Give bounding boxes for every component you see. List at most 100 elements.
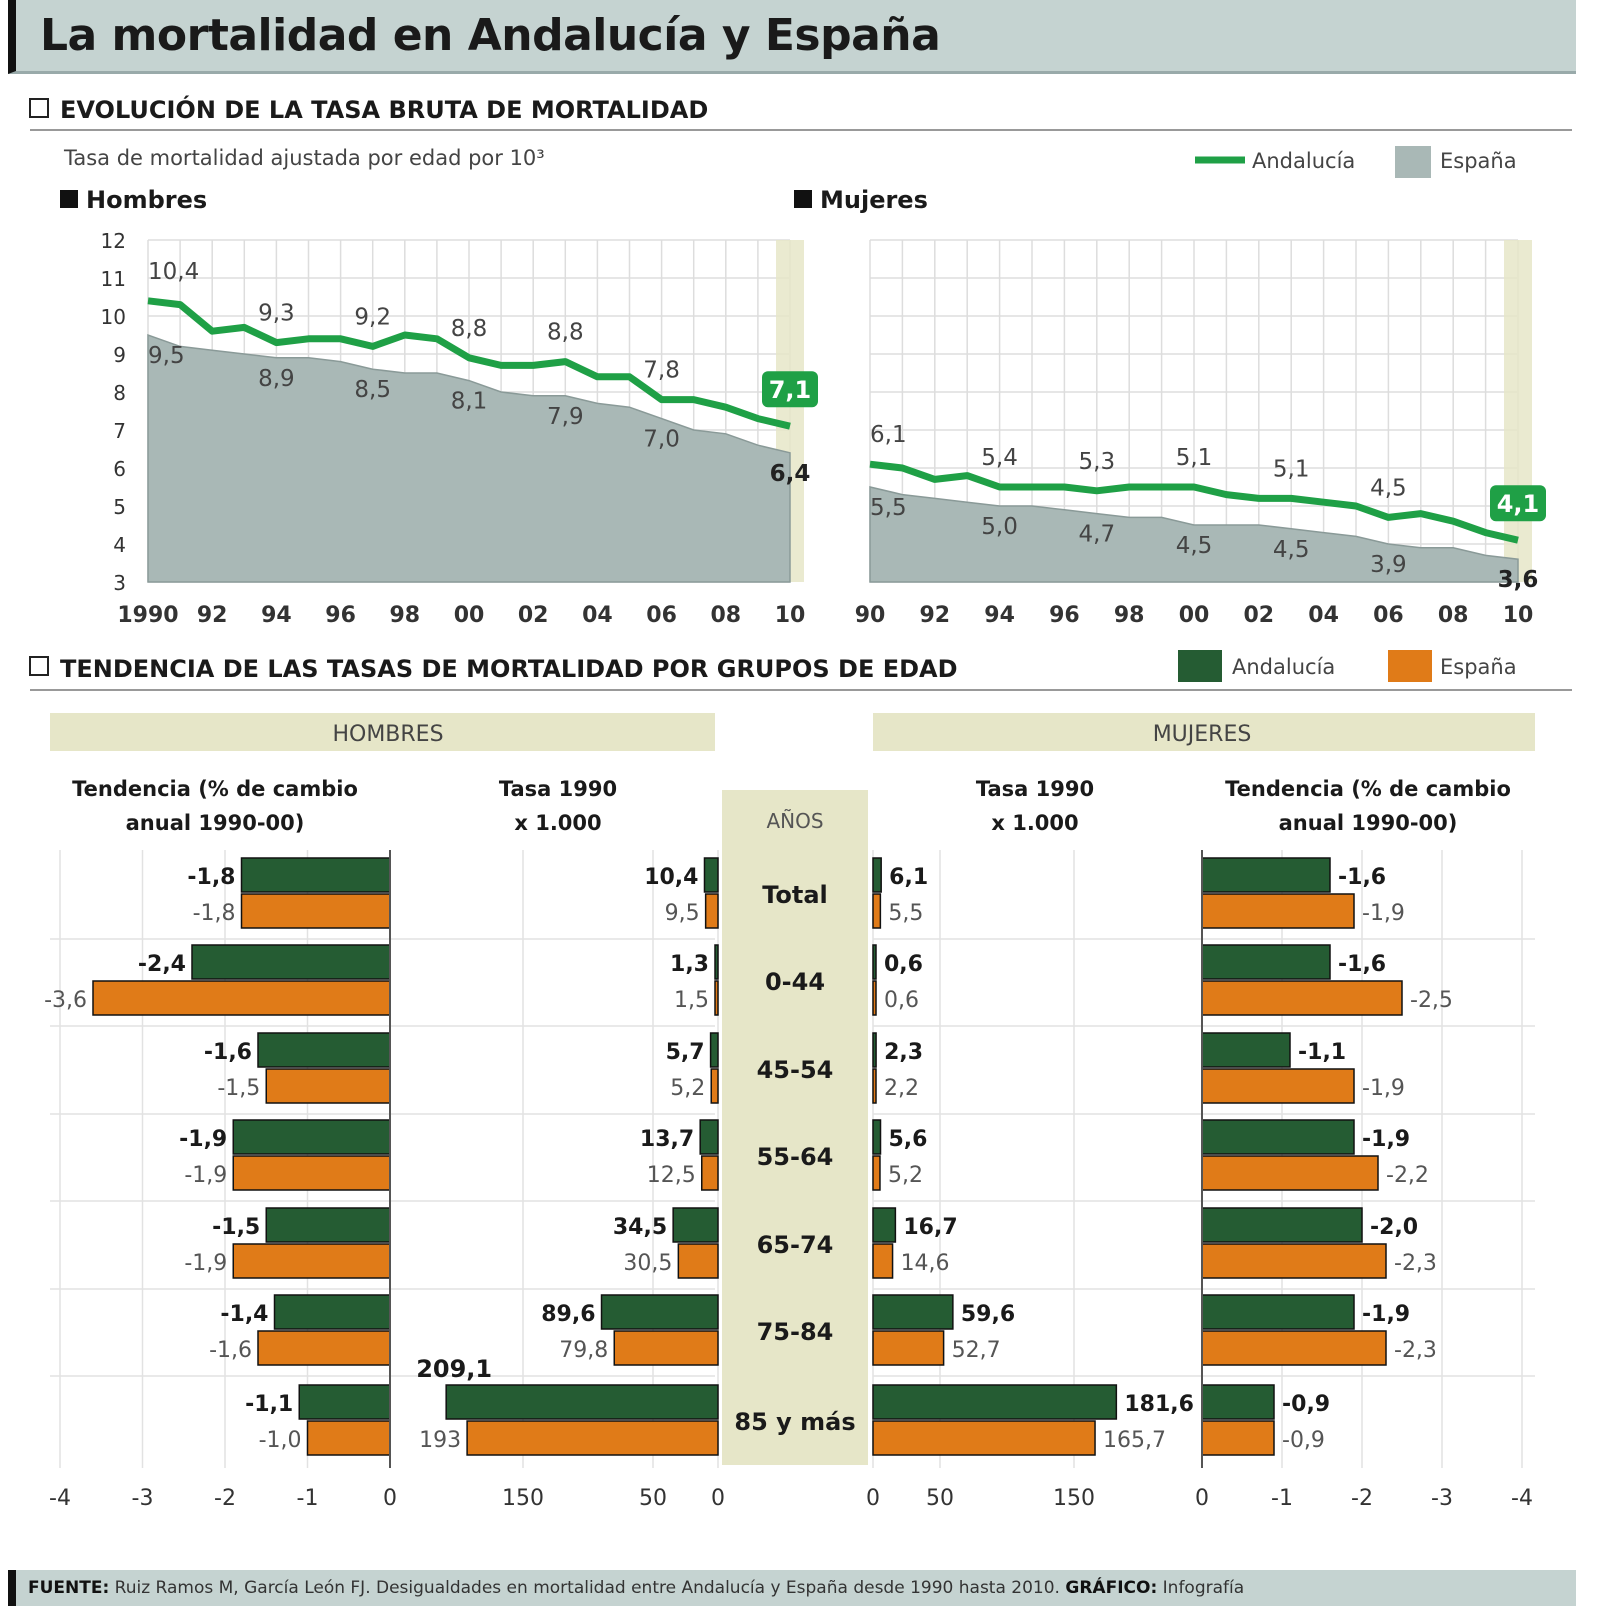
line-panel-1: Mujeres 6,1 5,4 5,3 5,1 5,1 4,5 5,5 5,0 4,7 4,5 4,5…	[794, 186, 1546, 628]
source-label: FUENTE:	[28, 1578, 110, 1598]
label-mujeres-rate-espana: 5,5	[888, 901, 923, 926]
bar-mujeres-trend-espana	[1201, 980, 1403, 1016]
section-title-evolucion: EVOLUCIÓN DE LA TASA BRUTA DE MORTALIDAD	[60, 94, 708, 124]
label-mujeres-trend-espana: -1,9	[1362, 901, 1405, 926]
label-hombres-trend-espana: -1,8	[193, 901, 236, 926]
title-bar: La mortalidad en Andalucía y España	[8, 0, 1576, 74]
panel-title-hombres: Hombres	[86, 186, 207, 214]
andalucia-data-label: 7,8	[643, 358, 680, 384]
bar-hombres-rate-espana	[704, 893, 719, 929]
bar-mujeres-trend-espana	[1201, 1068, 1355, 1104]
bar-mujeres-rate-andalucia	[872, 1294, 954, 1330]
label-mujeres-rate-andalucia: 2,3	[884, 1040, 923, 1065]
x-tick-label: 90	[855, 603, 886, 628]
label-hombres-rate-andalucia: 1,3	[670, 952, 709, 977]
label-hombres-trend-espana: -3,6	[44, 988, 87, 1013]
page-title: La mortalidad en Andalucía y España	[40, 10, 941, 61]
y-tick-label: 11	[101, 267, 126, 291]
section-title-tendencia: TENDENCIA DE LAS TASAS DE MORTALIDAD POR…	[60, 655, 958, 683]
espana-area-series	[869, 486, 1519, 583]
andalucia-line-series	[147, 297, 791, 430]
age-category-label: Total	[762, 881, 828, 909]
bar-hombres-trend-andalucia	[273, 1294, 391, 1330]
x-tick-label: 92	[197, 603, 228, 628]
label-hombres-trend-andalucia: -2,4	[138, 952, 186, 977]
bar-hombres-trend-andalucia	[265, 1207, 391, 1243]
trend-axis-tick-m: -2	[1351, 1486, 1373, 1511]
andalucia-data-label: 10,4	[148, 259, 199, 285]
rate-axis-tick-m: 150	[1053, 1486, 1095, 1511]
label-hombres-trend-andalucia: -1,5	[212, 1215, 260, 1240]
last-value-badge-text: 7,1	[769, 376, 812, 404]
infographic-canvas: EVOLUCIÓN DE LA TASA BRUTA DE MORTALIDAD…	[29, 94, 1572, 1511]
label-mujeres-trend-andalucia: -1,9	[1362, 1302, 1410, 1327]
mujeres-header-band	[873, 713, 1535, 751]
trend-axis-tick-h: -3	[132, 1486, 154, 1511]
label-hombres-trend-espana: -1,5	[217, 1076, 260, 1101]
age-category-label: 65-74	[757, 1231, 834, 1259]
rate-axis-tick-h: 0	[711, 1486, 725, 1511]
label-hombres-rate-andalucia: 209,1	[416, 1355, 492, 1383]
bar-mujeres-trend-espana	[1201, 893, 1355, 929]
x-tick-label: 02	[518, 603, 549, 628]
bar-mujeres-rate-espana	[872, 893, 882, 929]
bar-hombres-trend-espana	[257, 1330, 391, 1366]
label-mujeres-rate-andalucia: 16,7	[903, 1215, 957, 1240]
age-row-6: 85 y más -1,1 -1,0 209,1 193 181,6 165,7 -0,9 -0…	[245, 1355, 1330, 1456]
label-hombres-rate-espana: 193	[419, 1428, 461, 1453]
age-column-header: AÑOS	[766, 809, 823, 833]
bar-hombres-rate-espana	[710, 1068, 719, 1104]
label-hombres-rate-andalucia: 34,5	[613, 1215, 667, 1240]
x-tick-label: 08	[710, 603, 741, 628]
col-header-trend-h: anual 1990-00)	[126, 811, 305, 835]
label-hombres-rate-andalucia: 10,4	[644, 865, 698, 890]
label-mujeres-trend-andalucia: -1,6	[1338, 865, 1386, 890]
age-category-label: 75-84	[757, 1318, 834, 1346]
label-mujeres-trend-espana: -0,9	[1282, 1428, 1325, 1453]
label-hombres-trend-andalucia: -1,4	[220, 1302, 268, 1327]
trend-axis-tick-m: -3	[1431, 1486, 1453, 1511]
col-header-rate-m: Tasa 1990	[976, 777, 1094, 801]
x-tick-label: 10	[775, 603, 806, 628]
espana-data-label: 3,9	[1370, 552, 1407, 578]
andalucia-data-label: 8,8	[451, 316, 488, 342]
legend-espana-bar-swatch	[1388, 650, 1432, 682]
label-mujeres-trend-espana: -2,3	[1394, 1338, 1437, 1363]
y-tick-label: 8	[113, 381, 126, 405]
section-marker-icon	[29, 656, 49, 676]
age-row-2: 45-54 -1,6 -1,5 5,7 5,2 2,3 2,2 -1,1 -1,9	[204, 1032, 1405, 1104]
col-header-rate-h: x 1.000	[514, 811, 601, 835]
bar-mujeres-rate-espana	[872, 1330, 945, 1366]
bar-hombres-rate-andalucia	[709, 1032, 719, 1068]
legend-espana-area-swatch	[1395, 146, 1431, 178]
espana-data-label: 7,0	[643, 427, 680, 453]
bar-mujeres-trend-espana	[1201, 1155, 1379, 1191]
bar-mujeres-rate-andalucia	[872, 1032, 877, 1068]
label-mujeres-trend-andalucia: -0,9	[1282, 1392, 1330, 1417]
age-category-label: 45-54	[757, 1056, 834, 1084]
andalucia-data-label: 5,4	[981, 445, 1018, 471]
col-header-trend-m: anual 1990-00)	[1279, 811, 1458, 835]
label-hombres-rate-espana: 1,5	[674, 988, 709, 1013]
y-tick-label: 9	[113, 343, 126, 367]
x-tick-label: 96	[1049, 603, 1080, 628]
bar-mujeres-trend-espana	[1201, 1420, 1275, 1456]
label-hombres-rate-espana: 79,8	[559, 1338, 608, 1363]
last-value-badge	[762, 371, 818, 408]
section-marker-icon	[29, 98, 49, 118]
label-hombres-trend-espana: -1,9	[184, 1251, 227, 1276]
label-mujeres-rate-espana: 2,2	[884, 1076, 919, 1101]
label-mujeres-trend-andalucia: -1,6	[1338, 952, 1386, 977]
bar-mujeres-rate-andalucia	[872, 857, 882, 893]
bar-hombres-rate-espana	[714, 980, 719, 1016]
bar-hombres-trend-andalucia	[191, 944, 391, 980]
bar-hombres-rate-andalucia	[703, 857, 719, 893]
bar-mujeres-rate-andalucia	[872, 944, 877, 980]
hombres-header-text: HOMBRES	[332, 722, 443, 747]
col-header-trend-m: Tendencia (% de cambio	[1225, 777, 1511, 801]
label-hombres-trend-andalucia: -1,6	[204, 1040, 252, 1065]
bar-hombres-rate-espana	[701, 1155, 719, 1191]
bar-hombres-rate-andalucia	[600, 1294, 719, 1330]
bar-mujeres-trend-andalucia	[1201, 1384, 1275, 1420]
last-value-badge-text: 4,1	[1497, 490, 1540, 518]
